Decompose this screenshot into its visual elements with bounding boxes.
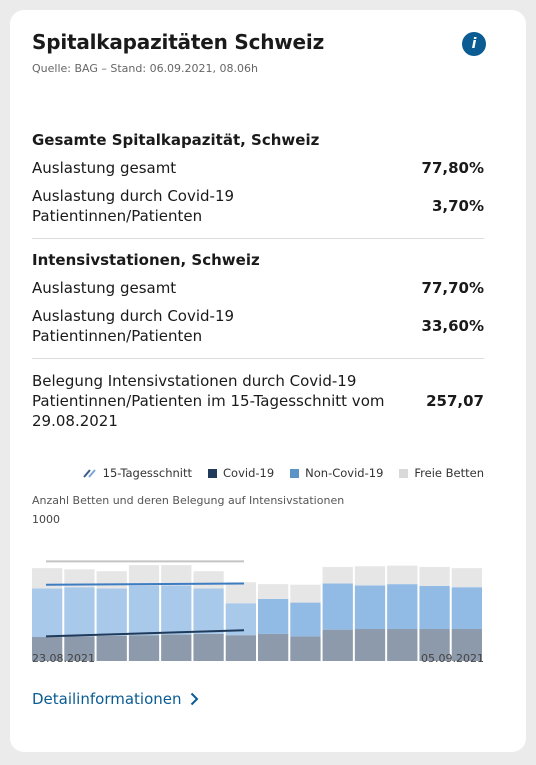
info-icon[interactable]: i <box>462 32 486 56</box>
bar-freie-betten-2 <box>96 571 127 589</box>
bar-covid-19-12 <box>419 629 450 661</box>
bar-covid-19-3 <box>128 635 160 661</box>
total-capacity-section: Gesamte Spitalkapazität, Schweiz <box>32 131 484 149</box>
bar-freie-betten-0 <box>32 568 63 589</box>
average-line-icon <box>82 468 96 478</box>
bar-covid-19-6 <box>225 635 256 661</box>
legend-item-non-covid: Non-Covid-19 <box>290 466 383 480</box>
page-title: Spitalkapazitäten Schweiz <box>32 30 325 54</box>
bar-non-covid-19-10 <box>354 585 386 630</box>
legend-item-average: 15-Tagesschnitt <box>82 466 192 480</box>
legend-swatch <box>290 468 300 478</box>
bar-non-covid-19-8 <box>290 602 321 637</box>
bar-freie-betten-8 <box>290 584 321 603</box>
average-line-15-tagesschnitt-non-covid-19 <box>45 582 245 586</box>
average-line-15-tagesschnitt-covid-19 <box>45 629 245 638</box>
x-axis-start-label: 23.08.2021 <box>32 652 95 665</box>
icu-bed-chart <box>32 560 482 661</box>
bar-covid-19-1 <box>64 636 95 661</box>
total-covid-value: 3,70% <box>431 197 484 215</box>
total-row-covid: Auslastung durch Covid-19 Patientinnen/P… <box>32 186 484 226</box>
legend-swatch <box>208 468 217 478</box>
icu-covid-value: 33,60% <box>421 317 484 335</box>
bar-covid-19-5 <box>193 633 224 661</box>
bar-freie-betten-1 <box>64 569 95 588</box>
bar-freie-betten-7 <box>258 584 289 599</box>
bar-non-covid-19-2 <box>96 588 127 636</box>
bar-covid-19-2 <box>96 635 127 661</box>
icu-occupancy-value: 257,07 <box>426 392 484 410</box>
icu-occupancy-label: Belegung Intensivstationen durch Covid-1… <box>32 372 385 430</box>
bar-non-covid-19-9 <box>322 583 353 630</box>
bar-non-covid-19-12 <box>419 585 450 630</box>
legend-label: Non-Covid-19 <box>305 466 384 480</box>
icu-title: Intensivstationen, Schweiz <box>32 251 260 269</box>
total-row-overall: Auslastung gesamt 77,80% <box>32 158 484 178</box>
detail-link[interactable]: Detailinformationen <box>32 690 199 708</box>
divider <box>32 238 484 239</box>
bar-freie-betten-10 <box>354 566 386 586</box>
bar-freie-betten-3 <box>128 565 160 586</box>
bar-covid-19-11 <box>387 629 418 661</box>
bar-covid-19-9 <box>322 629 353 661</box>
icu-covid-label: Auslastung durch Covid-19 Patientinnen/P… <box>32 307 235 345</box>
legend-swatch <box>399 468 409 478</box>
bar-covid-19-13 <box>451 629 482 661</box>
bar-non-covid-19-1 <box>64 587 95 637</box>
total-covid-label: Auslastung durch Covid-19 Patientinnen/P… <box>32 187 235 225</box>
bar-freie-betten-5 <box>193 571 224 589</box>
bar-non-covid-19-0 <box>32 588 63 638</box>
total-overall-value: 77,80% <box>421 159 484 177</box>
icu-row-overall: Auslastung gesamt 77,70% <box>32 278 484 298</box>
bar-covid-19-8 <box>290 636 321 661</box>
bar-non-covid-19-13 <box>451 587 482 630</box>
bar-covid-19-4 <box>161 634 192 661</box>
icu-row-covid: Auslastung durch Covid-19 Patientinnen/P… <box>32 306 484 346</box>
bar-freie-betten-13 <box>451 568 482 588</box>
bar-covid-19-10 <box>354 629 386 661</box>
total-overall-label: Auslastung gesamt <box>32 159 177 177</box>
bar-non-covid-19-7 <box>258 598 289 634</box>
y-axis-max-label: 1000 <box>32 513 60 526</box>
legend-item-covid: Covid-19 <box>208 466 274 480</box>
bar-non-covid-19-3 <box>128 585 160 636</box>
icu-occupancy-row: Belegung Intensivstationen durch Covid-1… <box>32 371 484 431</box>
total-capacity-title: Gesamte Spitalkapazität, Schweiz <box>32 131 320 149</box>
bar-non-covid-19-11 <box>387 584 418 630</box>
legend-label: Covid-19 <box>223 466 275 480</box>
bar-non-covid-19-4 <box>161 585 192 635</box>
chart-title: Anzahl Betten und deren Belegung auf Int… <box>32 494 345 507</box>
icu-section: Intensivstationen, Schweiz <box>32 251 484 269</box>
x-axis-end-label: 05.09.2021 <box>421 652 484 665</box>
icu-overall-label: Auslastung gesamt <box>32 279 177 297</box>
bar-freie-betten-4 <box>161 565 192 586</box>
bar-freie-betten-6 <box>225 582 256 604</box>
bar-non-covid-19-5 <box>193 588 224 634</box>
bar-freie-betten-9 <box>322 566 353 584</box>
icu-overall-value: 77,70% <box>421 279 484 297</box>
bar-covid-19-0 <box>32 637 63 661</box>
legend-label: 15-Tagesschnitt <box>102 466 192 480</box>
detail-link-label: Detailinformationen <box>32 690 182 708</box>
bar-covid-19-7 <box>258 633 289 661</box>
legend-label: Freie Betten <box>414 466 484 480</box>
chart-legend: 15-Tagesschnitt Covid-19 Non-Covid-19 Fr… <box>80 466 484 480</box>
bar-freie-betten-11 <box>387 565 418 585</box>
legend-item-free-beds: Freie Betten <box>399 466 484 480</box>
chevron-right-icon <box>190 692 198 706</box>
source-note: Quelle: BAG – Stand: 06.09.2021, 08.06h <box>32 62 259 75</box>
divider <box>32 358 484 359</box>
bar-freie-betten-12 <box>419 566 450 586</box>
